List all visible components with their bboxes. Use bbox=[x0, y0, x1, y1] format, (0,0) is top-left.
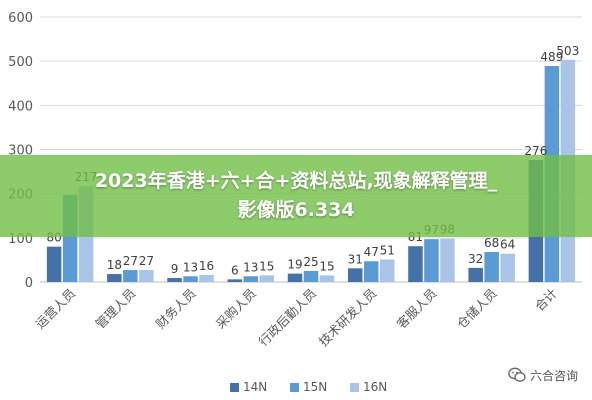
bar-14N bbox=[468, 267, 483, 282]
wechat-icon bbox=[508, 367, 526, 382]
data-label: 18 bbox=[107, 258, 122, 272]
y-tick-label: 400 bbox=[8, 99, 33, 114]
legend-label: 16N bbox=[363, 380, 387, 394]
data-label: 32 bbox=[468, 252, 483, 266]
bar-14N bbox=[287, 273, 303, 282]
y-tick-label: 600 bbox=[8, 11, 33, 26]
y-tick-label: 500 bbox=[8, 55, 33, 70]
x-tick-label: 客服人员 bbox=[394, 286, 440, 332]
data-label: 25 bbox=[303, 255, 318, 269]
y-tick-label: 0 bbox=[25, 276, 33, 291]
banner-line-2: 影像版6.334 bbox=[237, 199, 355, 221]
data-label: 68 bbox=[484, 236, 499, 250]
legend-label: 14N bbox=[243, 380, 267, 394]
bar-14N bbox=[167, 278, 182, 282]
bar-15N bbox=[303, 270, 319, 282]
data-label: 27 bbox=[139, 254, 154, 268]
x-tick-label: 仓储人员 bbox=[454, 286, 500, 332]
bar-16N bbox=[440, 238, 455, 282]
bar-16N bbox=[379, 259, 395, 282]
y-axis-ticks: 0100200300400500600 bbox=[8, 11, 33, 291]
legend: 14N 15N 16N bbox=[230, 380, 387, 394]
overlay-banner: 2023年香港+六+合+资料总站,现象解释管理_ 影像版6.334 bbox=[0, 155, 592, 237]
bar-15N bbox=[484, 251, 499, 282]
x-tick-label: 管理人员 bbox=[92, 286, 138, 332]
bar-16N bbox=[319, 275, 335, 282]
data-label: 9 bbox=[171, 262, 179, 276]
legend-label: 15N bbox=[303, 380, 327, 394]
data-label: 64 bbox=[500, 238, 515, 252]
data-label: 276 bbox=[524, 144, 547, 158]
watermark-text: 六合咨询 bbox=[529, 368, 578, 383]
x-tick-label: 行政后勤人员 bbox=[255, 286, 319, 350]
data-label: 13 bbox=[183, 260, 198, 274]
x-tick-label: 采购人员 bbox=[213, 286, 259, 332]
data-label: 489 bbox=[540, 50, 563, 64]
bar-14N bbox=[46, 246, 62, 282]
banner-line-1: 2023年香港+六+合+资料总站,现象解释管理_ bbox=[94, 170, 498, 192]
bar-14N bbox=[107, 274, 122, 282]
watermark: 六合咨询 bbox=[508, 365, 578, 385]
data-label: 6 bbox=[231, 263, 239, 277]
bar-16N bbox=[199, 274, 214, 282]
data-label: 47 bbox=[364, 245, 379, 259]
bar-16N bbox=[500, 253, 515, 282]
bar-14N bbox=[227, 279, 243, 282]
bar-14N bbox=[347, 268, 363, 282]
bar-15N bbox=[363, 261, 379, 282]
bar-14N bbox=[408, 246, 423, 282]
y-tick-label: 300 bbox=[8, 144, 33, 159]
bar-15N bbox=[243, 276, 259, 282]
data-label: 503 bbox=[556, 44, 579, 58]
data-label: 51 bbox=[380, 243, 395, 257]
data-label: 16 bbox=[199, 259, 214, 273]
data-label: 31 bbox=[348, 252, 363, 266]
bar-15N bbox=[123, 270, 138, 282]
legend-swatch bbox=[290, 383, 299, 392]
bar-16N bbox=[139, 270, 154, 282]
bar-15N bbox=[183, 276, 198, 282]
legend-swatch bbox=[350, 383, 359, 392]
data-label: 27 bbox=[123, 254, 138, 268]
x-tick-label: 技术研发人员 bbox=[316, 286, 380, 350]
x-tick-label: 合计 bbox=[532, 286, 560, 314]
x-tick-label: 运营人员 bbox=[32, 286, 78, 332]
bar-16N bbox=[259, 275, 275, 282]
data-label: 15 bbox=[319, 259, 334, 273]
bar-15N bbox=[424, 239, 439, 282]
data-label: 15 bbox=[259, 259, 274, 273]
legend-swatch bbox=[230, 383, 239, 392]
x-tick-label: 财务人员 bbox=[153, 286, 199, 332]
banner-text: 2023年香港+六+合+资料总站,现象解释管理_ 影像版6.334 bbox=[26, 167, 566, 225]
data-label: 19 bbox=[287, 258, 302, 272]
data-label: 13 bbox=[243, 260, 258, 274]
